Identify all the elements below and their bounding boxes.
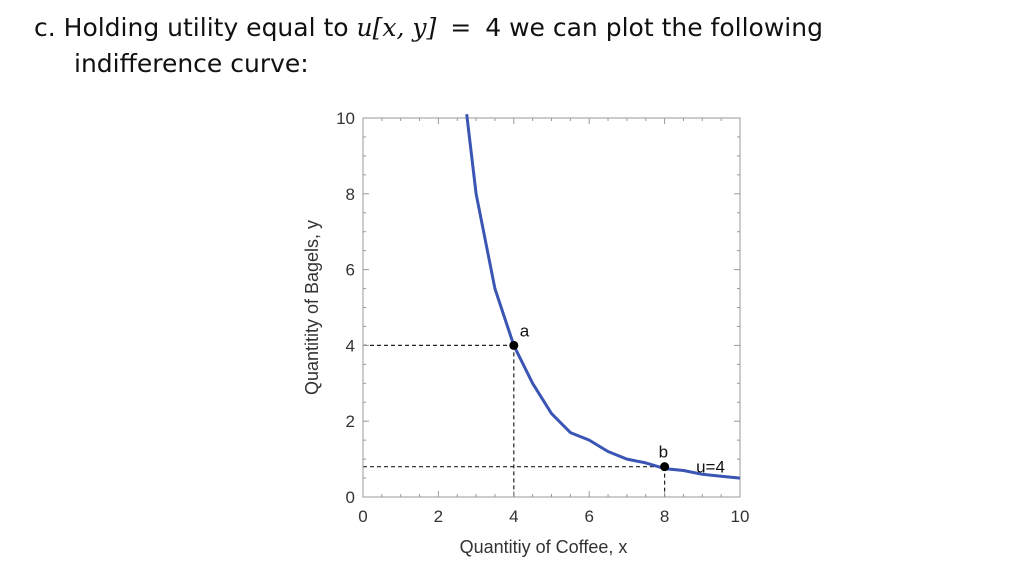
heading-suffix: 4 we can plot the following (485, 13, 823, 42)
point-b (660, 462, 670, 472)
point-a (509, 340, 519, 350)
point-label-a: a (520, 321, 530, 340)
guide-lines (363, 344, 666, 497)
plot-border (362, 117, 741, 498)
y-axis-title: Quantitity of Bagels, y (302, 220, 322, 395)
points-layer: a b u=4 (509, 321, 725, 477)
x-tick-label: 0 (358, 507, 367, 526)
y-tick-label: 10 (336, 109, 355, 128)
heading-line2: indifference curve: (74, 49, 309, 78)
heading-equals: = (450, 13, 472, 42)
y-tick-label: 4 (346, 336, 355, 355)
point-label-b: b (659, 443, 668, 462)
heading-prefix: c. Holding utility equal to (34, 13, 349, 42)
plot-frame (362, 117, 741, 498)
x-axis-title: Quantitiy of Coffee, x (460, 537, 628, 557)
heading: c. Holding utility equal to u[x, y] = 4 we… (34, 10, 823, 82)
y-tick-label: 6 (346, 261, 355, 280)
y-tick-label: 8 (346, 185, 355, 204)
x-tick-label: 2 (434, 507, 443, 526)
x-tick-label: 6 (584, 507, 593, 526)
x-tick-label: 8 (660, 507, 669, 526)
indifference-curve (465, 114, 741, 480)
x-tick-label: 10 (731, 507, 750, 526)
curve-label: u=4 (696, 458, 725, 477)
ticks: 0 2 4 6 8 10 0 2 4 6 8 10 (336, 109, 749, 526)
x-tick-label: 4 (509, 507, 518, 526)
y-tick-label: 2 (346, 412, 355, 431)
curve-layer (465, 114, 741, 480)
y-tick-label: 0 (346, 488, 355, 507)
heading-math: u[x, y] (356, 13, 437, 42)
